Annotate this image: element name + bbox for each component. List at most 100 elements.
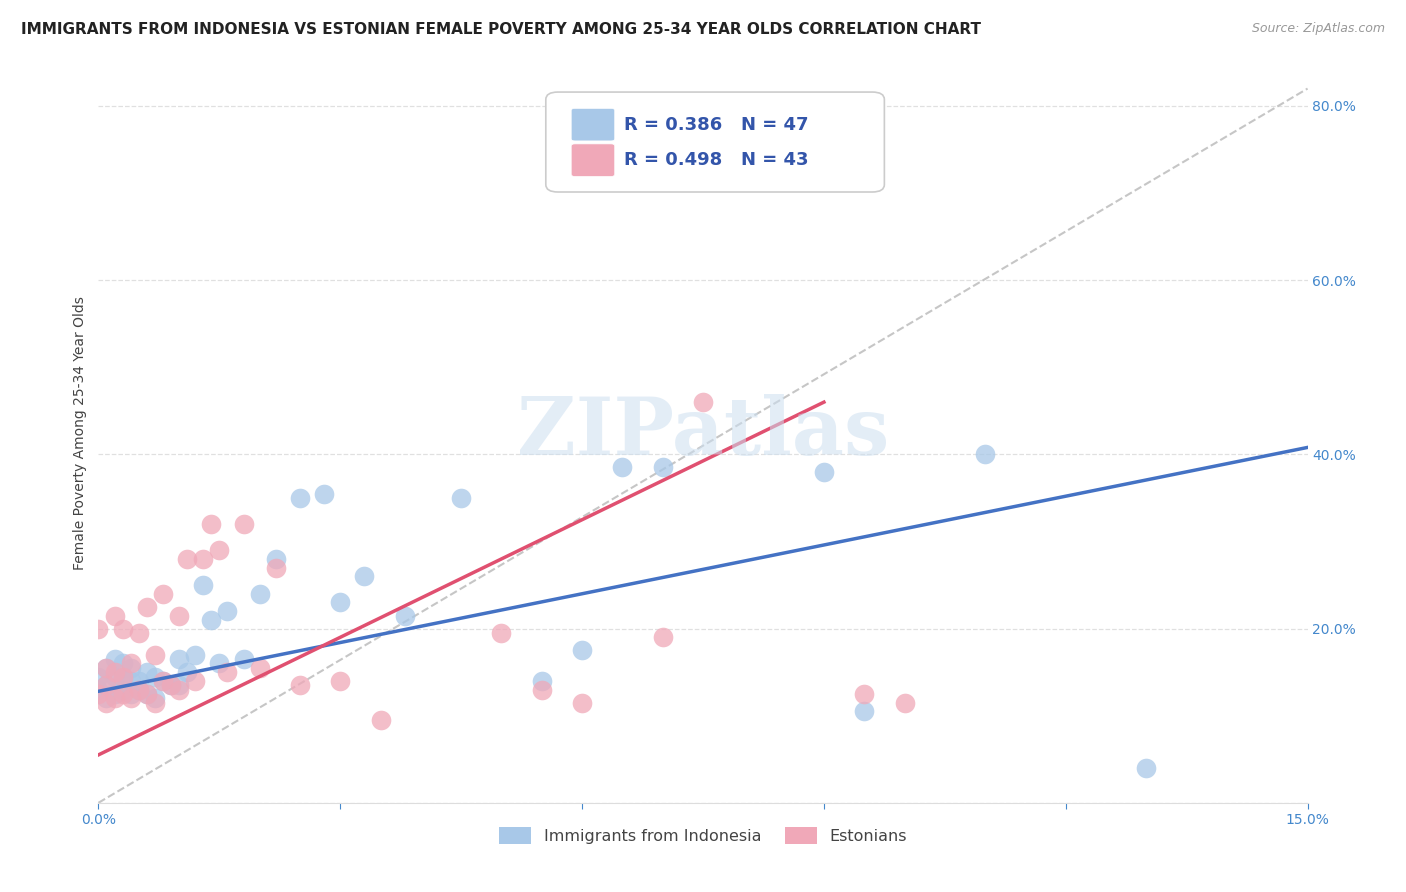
Point bbox=[193, 578, 215, 592]
Legend: Immigrants from Indonesia, Estonians: Immigrants from Indonesia, Estonians bbox=[492, 820, 914, 850]
Point bbox=[111, 669, 134, 683]
Point bbox=[143, 691, 166, 706]
Point bbox=[111, 682, 134, 697]
Point bbox=[135, 687, 157, 701]
Point bbox=[264, 552, 287, 566]
Point bbox=[314, 486, 336, 500]
Point bbox=[143, 696, 166, 710]
Point bbox=[612, 460, 634, 475]
FancyBboxPatch shape bbox=[571, 108, 614, 141]
Point bbox=[103, 669, 125, 683]
Point bbox=[111, 657, 134, 671]
Y-axis label: Female Poverty Among 25-34 Year Olds: Female Poverty Among 25-34 Year Olds bbox=[73, 295, 87, 570]
Point bbox=[571, 643, 593, 657]
Point bbox=[87, 669, 110, 683]
Point bbox=[128, 682, 150, 697]
Text: IMMIGRANTS FROM INDONESIA VS ESTONIAN FEMALE POVERTY AMONG 25-34 YEAR OLDS CORRE: IMMIGRANTS FROM INDONESIA VS ESTONIAN FE… bbox=[21, 22, 981, 37]
Point bbox=[103, 608, 125, 623]
Point bbox=[103, 691, 125, 706]
Point bbox=[184, 648, 207, 662]
Point bbox=[249, 587, 271, 601]
Point bbox=[96, 696, 118, 710]
Point bbox=[135, 687, 157, 701]
Point bbox=[651, 460, 673, 475]
Point bbox=[692, 395, 714, 409]
Point bbox=[120, 673, 142, 688]
Point bbox=[96, 691, 118, 706]
Point bbox=[96, 661, 118, 675]
Point bbox=[120, 687, 142, 701]
Point bbox=[128, 673, 150, 688]
Point bbox=[167, 682, 190, 697]
Point bbox=[96, 678, 118, 692]
Point bbox=[353, 569, 375, 583]
FancyBboxPatch shape bbox=[546, 92, 884, 192]
Point bbox=[111, 687, 134, 701]
Point bbox=[193, 552, 215, 566]
Point bbox=[184, 673, 207, 688]
Point bbox=[103, 665, 125, 680]
Point bbox=[329, 673, 352, 688]
Point bbox=[176, 665, 198, 680]
Point bbox=[103, 652, 125, 666]
Point bbox=[288, 491, 311, 505]
Point bbox=[651, 630, 673, 644]
Point bbox=[893, 696, 915, 710]
Point bbox=[167, 608, 190, 623]
Point bbox=[87, 687, 110, 701]
Point bbox=[167, 652, 190, 666]
Text: Source: ZipAtlas.com: Source: ZipAtlas.com bbox=[1251, 22, 1385, 36]
Point bbox=[160, 678, 183, 692]
Point bbox=[128, 682, 150, 697]
Point bbox=[853, 687, 876, 701]
Point bbox=[152, 673, 174, 688]
Point bbox=[120, 691, 142, 706]
Point bbox=[135, 599, 157, 614]
Point bbox=[128, 626, 150, 640]
Point bbox=[208, 543, 231, 558]
Text: ZIPatlas: ZIPatlas bbox=[517, 393, 889, 472]
Point bbox=[530, 673, 553, 688]
Point bbox=[87, 622, 110, 636]
Point bbox=[370, 713, 392, 727]
Text: R = 0.386   N = 47: R = 0.386 N = 47 bbox=[624, 116, 808, 134]
Point bbox=[96, 678, 118, 692]
Point bbox=[249, 661, 271, 675]
Point bbox=[974, 447, 997, 461]
Point bbox=[288, 678, 311, 692]
FancyBboxPatch shape bbox=[571, 144, 614, 177]
Point bbox=[853, 704, 876, 718]
Point bbox=[264, 560, 287, 574]
Point bbox=[217, 604, 239, 618]
Point bbox=[96, 661, 118, 675]
Point bbox=[200, 613, 222, 627]
Point bbox=[167, 678, 190, 692]
Point bbox=[135, 665, 157, 680]
Point bbox=[143, 648, 166, 662]
Point bbox=[176, 552, 198, 566]
Point bbox=[143, 669, 166, 683]
Point bbox=[329, 595, 352, 609]
Point bbox=[571, 696, 593, 710]
Point bbox=[152, 673, 174, 688]
Point bbox=[450, 491, 472, 505]
Point bbox=[200, 517, 222, 532]
Point bbox=[1135, 761, 1157, 775]
Point bbox=[217, 665, 239, 680]
Point bbox=[530, 682, 553, 697]
Text: R = 0.498   N = 43: R = 0.498 N = 43 bbox=[624, 151, 808, 169]
Point bbox=[491, 626, 513, 640]
Point bbox=[232, 517, 254, 532]
Point bbox=[103, 687, 125, 701]
Point bbox=[232, 652, 254, 666]
Point bbox=[160, 678, 183, 692]
Point bbox=[120, 657, 142, 671]
Point bbox=[394, 608, 416, 623]
Point bbox=[152, 587, 174, 601]
Point bbox=[208, 657, 231, 671]
Point bbox=[111, 622, 134, 636]
Point bbox=[111, 669, 134, 683]
Point bbox=[87, 682, 110, 697]
Point bbox=[813, 465, 835, 479]
Point bbox=[120, 661, 142, 675]
